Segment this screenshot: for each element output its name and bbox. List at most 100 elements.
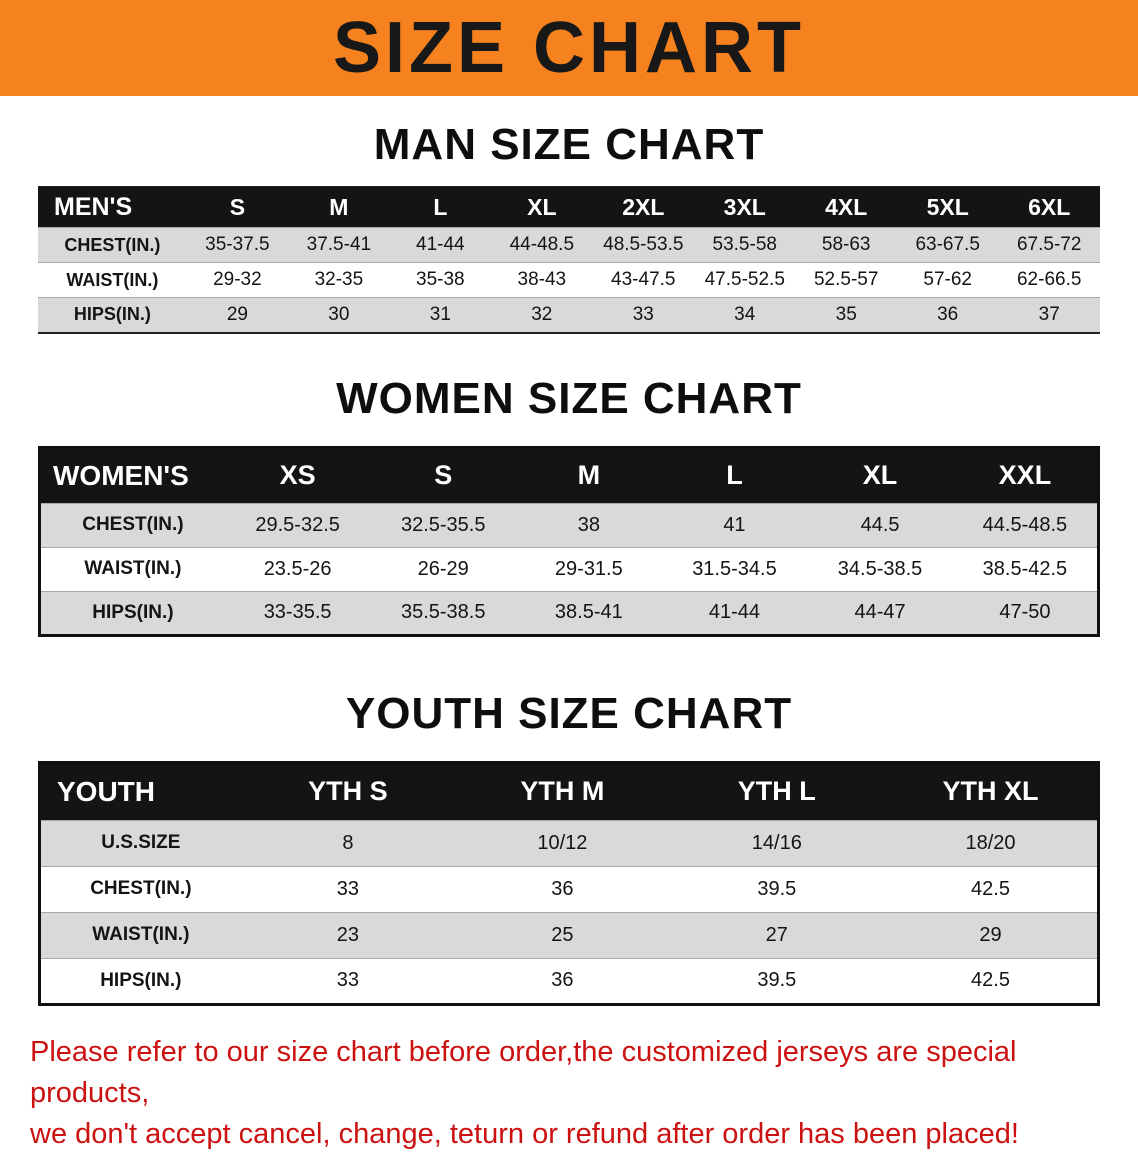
measurement-label: CHEST(IN.) bbox=[40, 503, 225, 547]
size-column-header: M bbox=[288, 187, 389, 228]
size-value: 18/20 bbox=[884, 820, 1098, 866]
size-column-header: XXL bbox=[953, 447, 1099, 503]
size-value: 47-50 bbox=[953, 591, 1099, 635]
measurement-label: WAIST(IN.) bbox=[38, 263, 187, 298]
men-section-title: MAN SIZE CHART bbox=[0, 120, 1138, 170]
size-value: 8 bbox=[241, 820, 455, 866]
size-column-header: YTH M bbox=[455, 762, 669, 820]
size-value: 39.5 bbox=[670, 958, 884, 1004]
size-column-header: M bbox=[516, 447, 662, 503]
size-value: 29.5-32.5 bbox=[225, 503, 371, 547]
size-value: 33 bbox=[593, 298, 694, 333]
size-value: 33-35.5 bbox=[225, 591, 371, 635]
size-value: 25 bbox=[455, 912, 669, 958]
notice-line-1: Please refer to our size chart before or… bbox=[30, 1032, 1128, 1114]
size-value: 37 bbox=[998, 298, 1100, 333]
size-value: 38 bbox=[516, 503, 662, 547]
size-value: 62-66.5 bbox=[998, 263, 1100, 298]
size-value: 42.5 bbox=[884, 866, 1098, 912]
size-value: 34.5-38.5 bbox=[807, 547, 953, 591]
size-value: 36 bbox=[897, 298, 998, 333]
women-section-title: WOMEN SIZE CHART bbox=[0, 374, 1138, 424]
size-column-header: YTH L bbox=[670, 762, 884, 820]
size-value: 29 bbox=[884, 912, 1098, 958]
size-value: 35.5-38.5 bbox=[370, 591, 516, 635]
size-value: 35 bbox=[795, 298, 896, 333]
table-label-header: MEN'S bbox=[38, 187, 187, 228]
size-value: 23.5-26 bbox=[225, 547, 371, 591]
size-value: 37.5-41 bbox=[288, 228, 389, 263]
size-column-header: L bbox=[662, 447, 808, 503]
measurement-label: HIPS(IN.) bbox=[38, 298, 187, 333]
size-value: 36 bbox=[455, 866, 669, 912]
measurement-label: HIPS(IN.) bbox=[40, 591, 225, 635]
size-value: 48.5-53.5 bbox=[593, 228, 694, 263]
size-value: 36 bbox=[455, 958, 669, 1004]
size-value: 33 bbox=[241, 866, 455, 912]
size-value: 38-43 bbox=[491, 263, 592, 298]
size-column-header: XL bbox=[807, 447, 953, 503]
measurement-label: WAIST(IN.) bbox=[40, 547, 225, 591]
measurement-label: U.S.SIZE bbox=[40, 820, 241, 866]
measurement-label: HIPS(IN.) bbox=[40, 958, 241, 1004]
size-value: 52.5-57 bbox=[795, 263, 896, 298]
size-column-header: 2XL bbox=[593, 187, 694, 228]
size-value: 34 bbox=[694, 298, 795, 333]
size-value: 42.5 bbox=[884, 958, 1098, 1004]
size-column-header: S bbox=[187, 187, 288, 228]
size-value: 26-29 bbox=[370, 547, 516, 591]
table-label-header: YOUTH bbox=[40, 762, 241, 820]
size-value: 32.5-35.5 bbox=[370, 503, 516, 547]
size-column-header: XS bbox=[225, 447, 371, 503]
size-column-header: S bbox=[370, 447, 516, 503]
size-value: 67.5-72 bbox=[998, 228, 1100, 263]
size-value: 44.5 bbox=[807, 503, 953, 547]
order-notice: Please refer to our size chart before or… bbox=[0, 1032, 1138, 1155]
size-value: 29 bbox=[187, 298, 288, 333]
measurement-label: WAIST(IN.) bbox=[40, 912, 241, 958]
size-value: 23 bbox=[241, 912, 455, 958]
size-value: 29-32 bbox=[187, 263, 288, 298]
size-value: 58-63 bbox=[795, 228, 896, 263]
size-value: 41-44 bbox=[662, 591, 808, 635]
size-value: 35-37.5 bbox=[187, 228, 288, 263]
size-column-header: 5XL bbox=[897, 187, 998, 228]
size-value: 27 bbox=[670, 912, 884, 958]
size-value: 44.5-48.5 bbox=[953, 503, 1099, 547]
measurement-label: CHEST(IN.) bbox=[40, 866, 241, 912]
size-column-header: 4XL bbox=[795, 187, 896, 228]
size-value: 10/12 bbox=[455, 820, 669, 866]
size-value: 43-47.5 bbox=[593, 263, 694, 298]
size-value: 14/16 bbox=[670, 820, 884, 866]
size-value: 44-48.5 bbox=[491, 228, 592, 263]
size-chart-banner: SIZE CHART bbox=[0, 0, 1138, 96]
size-column-header: XL bbox=[491, 187, 592, 228]
size-value: 44-47 bbox=[807, 591, 953, 635]
size-value: 38.5-42.5 bbox=[953, 547, 1099, 591]
size-column-header: YTH XL bbox=[884, 762, 1098, 820]
size-value: 32 bbox=[491, 298, 592, 333]
size-value: 35-38 bbox=[390, 263, 491, 298]
size-column-header: 6XL bbox=[998, 187, 1100, 228]
measurement-label: CHEST(IN.) bbox=[38, 228, 187, 263]
size-value: 29-31.5 bbox=[516, 547, 662, 591]
size-value: 31 bbox=[390, 298, 491, 333]
size-column-header: 3XL bbox=[694, 187, 795, 228]
size-value: 57-62 bbox=[897, 263, 998, 298]
size-value: 31.5-34.5 bbox=[662, 547, 808, 591]
